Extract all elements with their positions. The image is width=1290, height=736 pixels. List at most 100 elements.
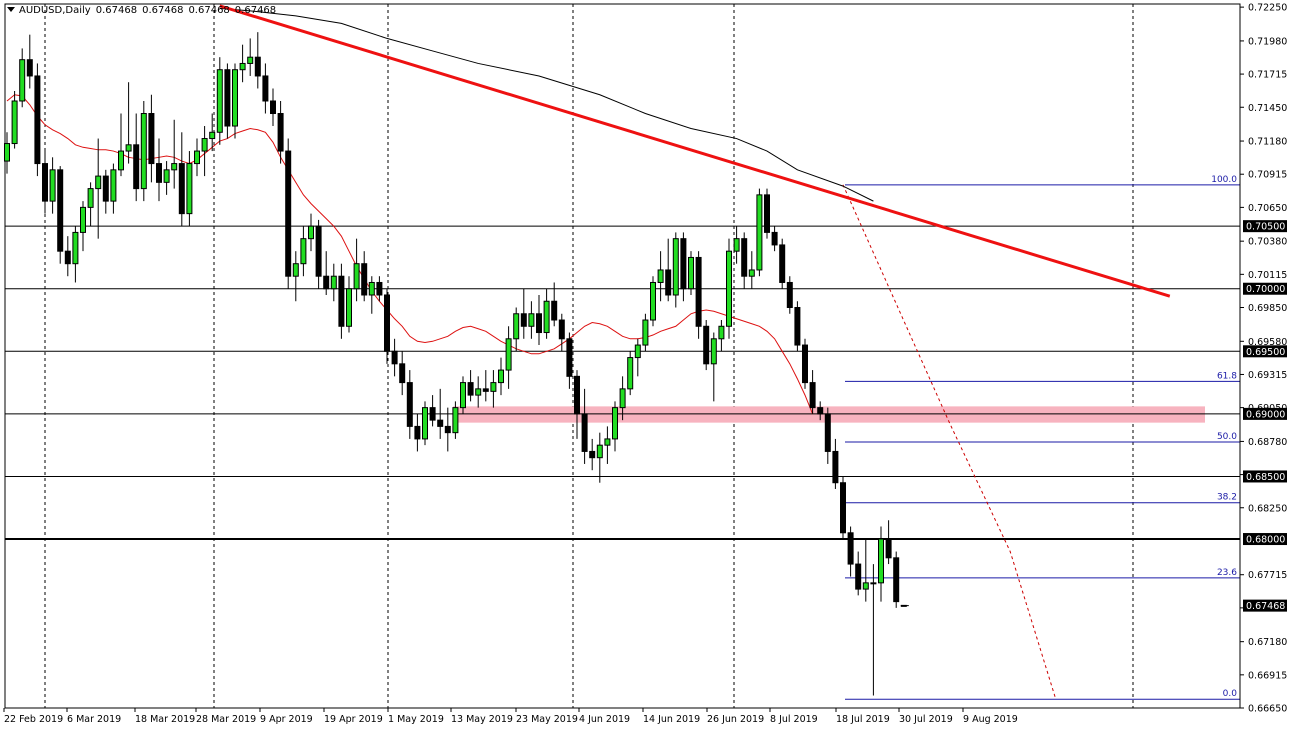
candle-body xyxy=(847,532,854,565)
candle-body xyxy=(627,357,634,390)
y-tick-label: 0.70115 xyxy=(1248,270,1287,281)
candle xyxy=(627,351,634,396)
candle-body xyxy=(596,444,603,459)
candle-body xyxy=(862,582,869,590)
candle xyxy=(308,213,314,252)
candle-body xyxy=(444,425,451,434)
candle-body xyxy=(338,275,345,327)
y-tick-label: 0.69580 xyxy=(1248,337,1287,348)
candle-body xyxy=(726,250,732,327)
y-tick-label: 0.72250 xyxy=(1248,3,1287,14)
price-label-text: 0.68500 xyxy=(1246,472,1285,483)
candle xyxy=(429,395,436,427)
candle xyxy=(19,48,26,108)
y-tick-label: 0.70915 xyxy=(1248,170,1287,181)
candle xyxy=(650,276,656,327)
candle xyxy=(642,313,649,352)
candle-body xyxy=(558,319,565,340)
candle-body xyxy=(368,281,375,296)
candle-body xyxy=(361,263,368,296)
candle xyxy=(817,401,824,421)
candle-body xyxy=(490,382,497,392)
dropdown-triangle-icon[interactable] xyxy=(7,7,15,12)
candle-body xyxy=(330,275,337,290)
candle-body xyxy=(64,250,71,265)
ohlc-low: 0.67468 xyxy=(188,5,230,16)
candle-body xyxy=(619,388,626,409)
candle-body xyxy=(718,325,725,340)
candle-body xyxy=(376,281,383,296)
candle xyxy=(346,276,352,333)
candle xyxy=(262,63,269,114)
candle-body xyxy=(414,425,421,440)
candle xyxy=(703,320,710,371)
y-tick-label: 0.67180 xyxy=(1248,637,1287,648)
candle xyxy=(422,401,428,446)
candle-body xyxy=(817,407,824,415)
price-label-box xyxy=(1243,470,1287,483)
candle xyxy=(353,238,360,302)
candle-body xyxy=(574,375,580,415)
fib-level-label: 61.8 xyxy=(1217,371,1237,381)
candle xyxy=(733,226,740,264)
candle-body xyxy=(26,59,33,77)
candle-body xyxy=(741,238,748,277)
candle-body xyxy=(703,325,710,365)
candle xyxy=(498,357,504,396)
y-tick-label: 0.70650 xyxy=(1248,203,1287,214)
candle xyxy=(832,438,839,489)
candle xyxy=(695,251,702,339)
price-label-text: 0.68000 xyxy=(1246,535,1285,546)
candle xyxy=(11,90,18,149)
candle-body xyxy=(353,263,360,290)
candle-body xyxy=(756,194,763,271)
candle xyxy=(399,351,406,396)
candle-body xyxy=(201,138,208,152)
plot-area xyxy=(4,3,1241,709)
candle-body xyxy=(391,350,398,365)
fib-level-label: 38.2 xyxy=(1217,493,1237,503)
candle xyxy=(589,438,596,471)
candle-body xyxy=(232,69,238,127)
candle xyxy=(596,432,603,483)
candle xyxy=(665,238,672,302)
price-label-box xyxy=(1243,599,1287,612)
candle-body xyxy=(285,150,292,277)
candle xyxy=(756,188,763,277)
candle xyxy=(300,226,307,277)
candle xyxy=(178,132,185,227)
candle-body xyxy=(794,307,801,346)
candle xyxy=(209,113,216,152)
candle xyxy=(604,426,611,464)
candle-body xyxy=(771,231,778,246)
candle-body xyxy=(125,144,132,152)
candle xyxy=(72,226,79,283)
candle xyxy=(726,238,732,339)
candle xyxy=(574,370,580,439)
x-tick-label: 23 May 2019 xyxy=(516,714,578,725)
candle-body xyxy=(634,344,641,359)
candle-body xyxy=(292,263,299,277)
candle xyxy=(376,276,383,302)
candle-body xyxy=(247,56,254,64)
y-tick-label: 0.71450 xyxy=(1248,103,1287,114)
candle xyxy=(148,94,155,183)
candle-body xyxy=(650,281,656,321)
candle xyxy=(513,307,520,352)
candle xyxy=(794,301,801,352)
y-tick-label: 0.69850 xyxy=(1248,303,1287,314)
candle-body xyxy=(520,313,527,327)
y-tick-label: 0.66650 xyxy=(1248,704,1287,715)
candle-body xyxy=(308,225,314,240)
price-label-text: 0.70000 xyxy=(1246,284,1285,295)
price-label-text: 0.69500 xyxy=(1246,347,1285,358)
candle xyxy=(688,251,694,295)
candle xyxy=(361,251,368,302)
candle-body xyxy=(315,225,322,277)
candle xyxy=(42,151,48,214)
x-tick-label: 8 Jul 2019 xyxy=(770,714,818,725)
candle-body xyxy=(786,281,793,309)
candle xyxy=(893,551,900,608)
chart-header: AUDUSD,Daily 0.67468 0.67468 0.67468 0.67468 xyxy=(7,5,281,16)
